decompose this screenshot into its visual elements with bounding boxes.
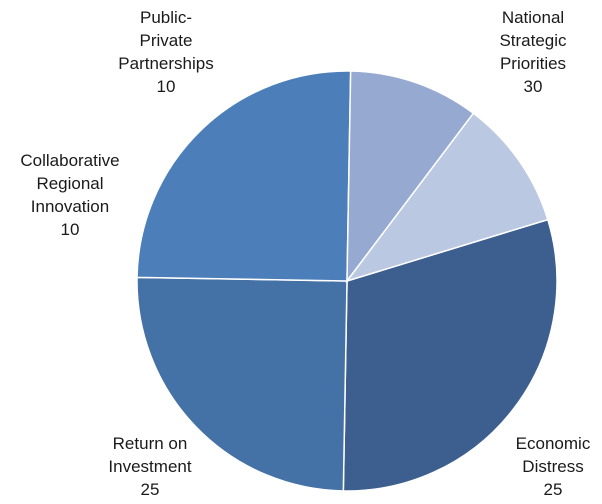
slice-label: National Strategic Priorities 30 bbox=[499, 8, 567, 96]
slice-label: Public- Private Partnerships 10 bbox=[118, 8, 213, 96]
slice-value-label: 25 bbox=[544, 480, 563, 499]
pie-slice bbox=[136, 276, 348, 492]
slice-value-label: 25 bbox=[141, 480, 160, 499]
pie-slice bbox=[345, 112, 549, 283]
slice-name-line: National bbox=[502, 8, 564, 27]
pie-slice bbox=[136, 70, 352, 282]
slice-name-line: Distress bbox=[522, 457, 583, 476]
slice-name-line: Priorities bbox=[500, 54, 566, 73]
slice-name-line: Strategic bbox=[499, 31, 567, 50]
slice-name-line: Private bbox=[140, 31, 193, 50]
pie-slice bbox=[342, 218, 558, 492]
slice-label: Economic Distress 25 bbox=[516, 434, 591, 499]
slice-label: Return on Investment 25 bbox=[108, 434, 191, 499]
slice-value-label: 10 bbox=[61, 220, 80, 239]
pie-slice bbox=[346, 70, 475, 284]
slice-value-label: 30 bbox=[524, 77, 543, 96]
slice-value-label: 10 bbox=[157, 77, 176, 96]
pie-labels: National Strategic Priorities 30 Economic Dis… bbox=[20, 8, 590, 499]
pie-slices bbox=[136, 70, 558, 492]
slice-name-line: Collaborative bbox=[20, 151, 119, 170]
slice-name-line: Regional bbox=[36, 174, 103, 193]
slice-name-line: Innovation bbox=[31, 197, 109, 216]
slice-name-line: Investment bbox=[108, 457, 191, 476]
slice-name-line: Economic bbox=[516, 434, 591, 453]
slice-label: Collaborative Regional Innovation 10 bbox=[20, 151, 119, 239]
slice-name-line: Return on bbox=[113, 434, 188, 453]
slice-name-line: Partnerships bbox=[118, 54, 213, 73]
slice-name-line: Public- bbox=[140, 8, 192, 27]
